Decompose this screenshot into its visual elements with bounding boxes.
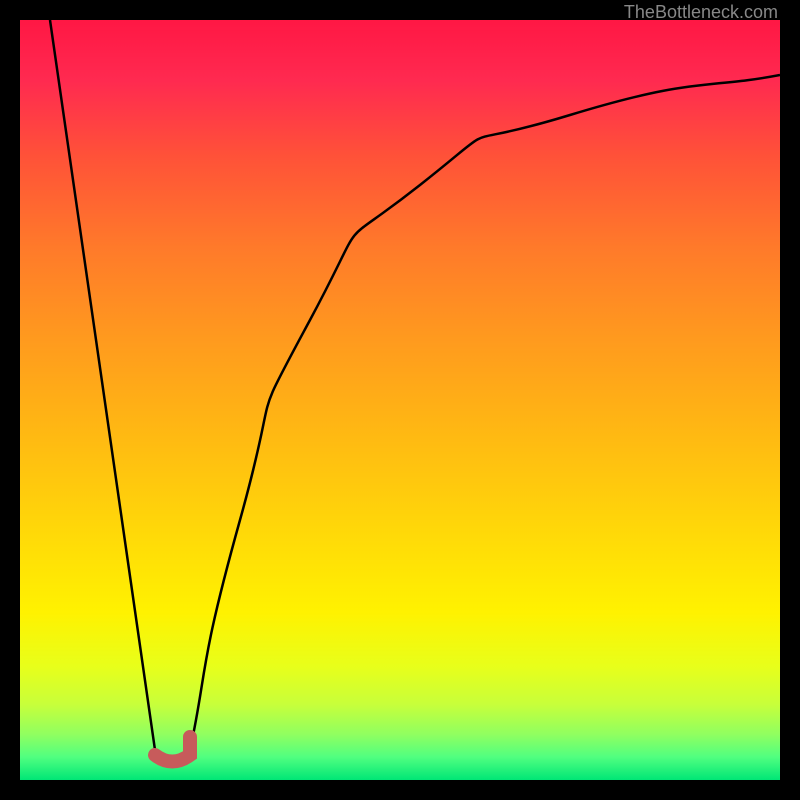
- bottleneck-chart: [20, 20, 780, 780]
- chart-container: [20, 20, 780, 780]
- gradient-background: [20, 20, 780, 780]
- watermark-text: TheBottleneck.com: [624, 2, 778, 23]
